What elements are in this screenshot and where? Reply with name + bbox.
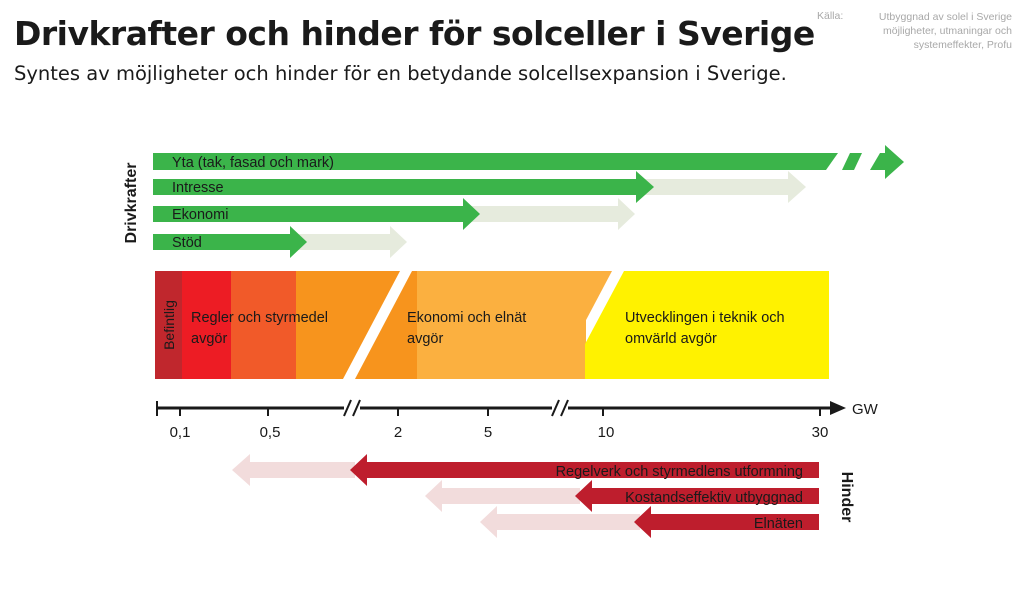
driver-arrow-stod-ext [298, 226, 407, 258]
stage-label-regler-line2: avgör [191, 331, 227, 347]
axis-tick-label: 30 [812, 424, 829, 441]
stage-befintlig [155, 271, 182, 379]
driver-arrow-ekonomi-ext [470, 198, 635, 230]
stage-label-utveckling-line2: omvärld avgör [625, 331, 717, 347]
stage-label-utveckling: Utvecklingen i teknik och omvärld avgör [625, 310, 789, 347]
driver-arrows: Yta (tak, fasad och mark) Intresse Ekono… [153, 145, 904, 258]
stage-utveckling [585, 271, 829, 379]
stage-label-befintlig: Befintlig [161, 300, 177, 350]
source-text: Utbyggnad av solel i Sverige möjligheter… [878, 11, 1012, 51]
axis-breaks [343, 399, 569, 417]
page-subtitle: Syntes av möjligheter och hinder för en … [14, 62, 787, 85]
axis-tick-label: 5 [484, 424, 492, 441]
driver-label-yta: Yta (tak, fasad och mark) [172, 155, 334, 171]
stage-regler-3 [296, 271, 400, 379]
driver-arrow-intresse-ext [640, 171, 806, 203]
driver-arrow-yta [153, 153, 838, 170]
stage-regler-1 [182, 271, 232, 379]
driver-arrow-yta-dash [842, 153, 862, 170]
driver-label-intresse: Intresse [172, 180, 224, 196]
axis-unit: GW [852, 401, 879, 418]
stage-label-utveckling-line1: Utvecklingen i teknik och [625, 310, 785, 326]
page-title: Drivkrafter och hinder för solceller i S… [14, 14, 815, 53]
barrier-arrow-elnat [634, 506, 819, 538]
stage-ekonomi-3 [585, 271, 612, 322]
driver-label-ekonomi: Ekonomi [172, 207, 228, 223]
driver-label-stod: Stöd [172, 235, 202, 251]
axis-tick-marks [156, 401, 821, 416]
driver-arrow-intresse [153, 171, 654, 203]
stage-label-regler: Regler och styrmedel avgör [191, 310, 332, 347]
axis-tick-label: 0,1 [170, 424, 191, 441]
barrier-arrow-regelverk [350, 454, 819, 486]
source-label: Källa: [817, 10, 844, 22]
barrier-arrow-kostnad-ext [425, 480, 580, 512]
stage-band: Befintlig Regler och styrmedel avgör Eko… [155, 271, 829, 379]
stage-ekonomi-2 [417, 271, 586, 379]
stage-ekonomi-1 [355, 271, 418, 379]
stage-label-ekonomi-line2: avgör [407, 331, 443, 347]
barrier-arrow-regelverk-ext [232, 454, 355, 486]
gw-axis: GW 0,1 0,5 2 5 10 30 [156, 399, 879, 441]
stage-label-ekonomi: Ekonomi och elnät avgör [407, 310, 530, 347]
axis-tick-label: 2 [394, 424, 402, 441]
hinder-label: Hinder [838, 472, 855, 523]
drivkrafter-label: Drivkrafter [123, 163, 140, 244]
driver-arrow-yta-head [870, 145, 904, 179]
barrier-arrows: Regelverk och styrmedlens utformning Kos… [232, 454, 819, 538]
barrier-arrow-kostnad [575, 480, 819, 512]
driver-arrow-ekonomi [153, 198, 480, 230]
barrier-label-kostnad: Kostandseffektiv utbyggnad [625, 490, 803, 506]
driver-arrow-stod [153, 226, 307, 258]
stage-regler-2 [231, 271, 297, 379]
axis-tick-label: 10 [598, 424, 615, 441]
stage-label-regler-line1: Regler och styrmedel [191, 310, 328, 326]
axis-arrowhead [830, 401, 846, 415]
axis-tick-label: 0,5 [260, 424, 281, 441]
barrier-label-regelverk: Regelverk och styrmedlens utformning [556, 464, 803, 480]
barrier-label-elnat: Elnäten [754, 516, 803, 532]
stage-label-ekonomi-line1: Ekonomi och elnät [407, 310, 526, 326]
barrier-arrow-elnat-ext [480, 506, 640, 538]
